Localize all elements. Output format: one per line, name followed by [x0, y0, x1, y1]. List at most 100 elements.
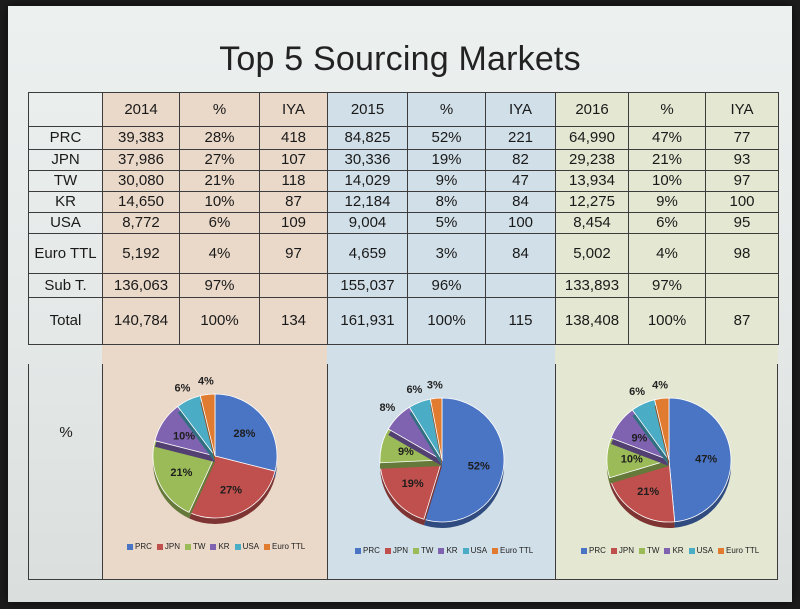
- row-label-cell: USA: [28, 212, 103, 234]
- table-cell: 3%: [407, 233, 486, 274]
- table-cell: 21%: [628, 149, 706, 171]
- legend-swatch: [384, 547, 391, 554]
- table-cell: 136,063: [102, 273, 180, 298]
- legend-swatch: [610, 547, 617, 554]
- table-cell: 93: [705, 149, 779, 171]
- table-cell: 133,893: [555, 273, 629, 298]
- table-cell: 4,659: [327, 233, 408, 274]
- legend-swatch: [234, 543, 241, 550]
- legend-swatch: [127, 543, 133, 550]
- table-header-row: 2014% IYA 2015% IYA 2016% IYA: [28, 92, 779, 127]
- table-cell: 82: [485, 149, 556, 171]
- legend-label: TW: [647, 546, 660, 555]
- pie-chart-2015: 52% 19% 9% 8% 6% 3%: [379, 379, 505, 528]
- pie-data-label: 19%: [402, 478, 424, 490]
- pie-data-label: 4%: [652, 380, 668, 392]
- table-cell: 8,454: [555, 212, 629, 234]
- table-cell: 97: [705, 170, 779, 192]
- table-cell: 138,408: [555, 297, 629, 345]
- row-label-cell: PRC: [28, 126, 103, 150]
- table-cell: 64,990: [555, 126, 629, 150]
- legend-item: Euro TTL: [264, 542, 305, 551]
- legend-label: Euro TTL: [726, 546, 760, 555]
- table-row: Total 140,784 100% 134 161,931 100% 115 138,408…: [28, 297, 779, 345]
- legend-swatch: [664, 547, 671, 554]
- sourcing-table: 2014% IYA 2015% IYA 2016% IYA PRC 39,383 28% 418 8…: [28, 92, 779, 345]
- legend-swatch: [413, 547, 420, 554]
- table-cell: 77: [705, 126, 779, 150]
- pie-chart-2016: 47% 21% 10% 9% 6% 4%: [606, 380, 732, 528]
- pie-slice-euro-ttl: [199, 393, 216, 457]
- table-cell: 96%: [407, 273, 486, 298]
- legend-swatch: [718, 547, 725, 554]
- table-cell: 21%: [179, 170, 260, 192]
- table-cell: 9,004: [327, 212, 408, 234]
- row-label-cell: JPN: [28, 149, 103, 171]
- row-label-cell: [28, 92, 103, 127]
- legend-label: KR: [446, 546, 458, 555]
- data-grid: 2014% IYA 2015% IYA 2016% IYA PRC 39,383 28% 418 8…: [28, 92, 779, 580]
- pie-data-label: 21%: [637, 486, 659, 498]
- table-cell: 12,184: [327, 191, 408, 213]
- table-cell: [705, 273, 779, 298]
- legend-label: PRC: [589, 546, 606, 555]
- legend-item: KR: [438, 546, 458, 555]
- legend-label: TW: [421, 546, 434, 555]
- pie-slice-euro-ttl: [429, 397, 443, 461]
- legend-label: JPN: [164, 542, 181, 551]
- table-cell: 109: [259, 212, 328, 234]
- legend-label: PRC: [363, 546, 380, 555]
- table-cell: 134: [259, 297, 328, 345]
- table-cell: 87: [705, 297, 779, 345]
- table-cell: 13,934: [555, 170, 629, 192]
- table-cell: 10%: [179, 191, 260, 213]
- legend-item: USA: [688, 546, 713, 555]
- table-cell: 9%: [628, 191, 706, 213]
- table-cell: [485, 273, 556, 298]
- table-row: PRC 39,383 28% 418 84,825 52% 221 64,990 47% 77: [28, 126, 779, 150]
- table-cell: 5,192: [102, 233, 180, 274]
- table-cell: 98: [705, 233, 779, 274]
- pie-data-label: 6%: [629, 386, 645, 398]
- table-cell: 100: [485, 212, 556, 234]
- pie-data-label: 52%: [468, 461, 490, 473]
- pie-data-label: 4%: [198, 376, 214, 388]
- table-cell: 161,931: [327, 297, 408, 345]
- pie-data-label: 6%: [175, 382, 191, 394]
- table-cell: 97%: [179, 273, 260, 298]
- table-cell: 6%: [179, 212, 260, 234]
- legend-item: KR: [664, 546, 684, 555]
- percent-chart-row: % 28% 27% 21% 10% 6% 4% PRC JPN TW KR USA Euro TTL 5…: [28, 364, 778, 580]
- table-cell: 2015: [327, 92, 408, 127]
- table-cell: 30,336: [327, 149, 408, 171]
- table-cell: 30,080: [102, 170, 180, 192]
- legend-item: TW: [639, 546, 659, 555]
- divider: [327, 364, 328, 580]
- pie-data-label: 10%: [621, 454, 643, 466]
- legend-swatch: [688, 547, 695, 554]
- pie-slice-prc: [214, 393, 278, 472]
- legend-swatch: [264, 543, 271, 550]
- table-cell: 37,986: [102, 149, 180, 171]
- table-cell: 52%: [407, 126, 486, 150]
- table-row: USA 8,772 6% 109 9,004 5% 100 8,454 6% 95: [28, 212, 779, 234]
- pie-legend-2015: PRC JPN TW KR USA Euro TTL: [355, 546, 533, 555]
- pie-slice-euro-ttl: [654, 397, 670, 461]
- table-cell: 19%: [407, 149, 486, 171]
- table-row: Euro TTL 5,192 4% 97 4,659 3% 84 5,002 4% 98: [28, 233, 779, 274]
- legend-label: KR: [218, 542, 230, 551]
- legend-swatch: [210, 543, 217, 550]
- table-cell: 8%: [407, 191, 486, 213]
- legend-item: USA: [462, 546, 487, 555]
- divider: [102, 364, 103, 580]
- table-cell: 14,650: [102, 191, 180, 213]
- slide-title: Top 5 Sourcing Markets: [219, 40, 581, 78]
- table-cell: 107: [259, 149, 328, 171]
- table-cell: 97%: [628, 273, 706, 298]
- pie-chart-2014: 28% 27% 21% 10% 6% 4%: [152, 376, 278, 524]
- legend-swatch: [639, 547, 646, 554]
- table-cell: [259, 273, 328, 298]
- table-cell: 100%: [628, 297, 706, 345]
- table-cell: 47%: [628, 126, 706, 150]
- table-cell: 29,238: [555, 149, 629, 171]
